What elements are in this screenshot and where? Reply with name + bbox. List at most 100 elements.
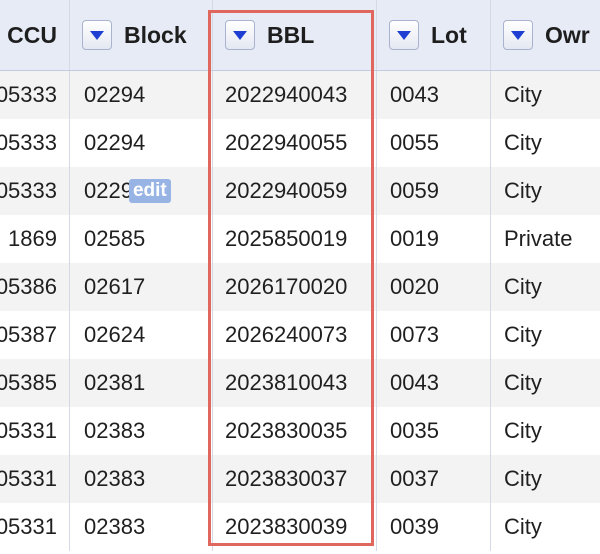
ccu-cell[interactable]: 05331	[0, 407, 70, 455]
block-cell[interactable]: 02381	[70, 359, 213, 407]
owner-cell[interactable]: City	[491, 407, 600, 455]
cell-value: 2022940055	[225, 130, 348, 155]
cell-value: 05333	[0, 82, 57, 107]
cell-value: 05333	[0, 178, 57, 203]
cell-value: 2022940043	[225, 82, 348, 107]
owner-cell[interactable]: City	[491, 359, 600, 407]
cell-value: City	[504, 466, 542, 491]
column-menu-button[interactable]	[82, 20, 112, 50]
ccu-cell[interactable]: 05385	[0, 359, 70, 407]
owner-cell[interactable]: City	[491, 71, 600, 119]
owner-cell[interactable]: City	[491, 263, 600, 311]
bbl-cell[interactable]: 2026240073	[213, 311, 377, 359]
lot-cell[interactable]: 0073	[377, 311, 491, 359]
bbl-cell[interactable]: 2022940043	[213, 71, 377, 119]
cell-value: 2025850019	[225, 226, 348, 251]
cell-value: 05331	[0, 466, 57, 491]
cell-value: City	[504, 514, 542, 539]
table-row: 05385 02381 2023810043 0043 City	[0, 359, 600, 407]
column-header-owner[interactable]: Owr	[491, 0, 600, 70]
ccu-cell[interactable]: 05331	[0, 503, 70, 551]
lot-cell[interactable]: 0037	[377, 455, 491, 503]
bbl-cell[interactable]: 2023830037	[213, 455, 377, 503]
owner-cell[interactable]: City	[491, 503, 600, 551]
owner-cell[interactable]: City	[491, 455, 600, 503]
cell-value: 05333	[0, 130, 57, 155]
block-cell[interactable]: 02383	[70, 503, 213, 551]
cell-value: City	[504, 370, 542, 395]
block-cell[interactable]: 02294	[70, 71, 213, 119]
owner-cell[interactable]: City	[491, 167, 600, 215]
table-row: 1869 02585 2025850019 0019 Private	[0, 215, 600, 263]
column-menu-button[interactable]	[225, 20, 255, 50]
lot-cell[interactable]: 0035	[377, 407, 491, 455]
cell-value: 02383	[84, 466, 146, 491]
bbl-cell[interactable]: 2026170020	[213, 263, 377, 311]
cell-value: 02617	[84, 274, 146, 299]
cell-value: 0043	[390, 82, 439, 107]
bbl-cell[interactable]: 2022940055	[213, 119, 377, 167]
table-row: 05331 02383 2023830037 0037 City	[0, 455, 600, 503]
column-menu-button[interactable]	[389, 20, 419, 50]
cell-value: City	[504, 418, 542, 443]
ccu-cell[interactable]: 05333	[0, 167, 70, 215]
column-header-bbl[interactable]: BBL	[213, 0, 377, 70]
block-cell[interactable]: 02383	[70, 407, 213, 455]
lot-cell[interactable]: 0043	[377, 71, 491, 119]
table-row: 05333 02294 2022940055 0055 City	[0, 119, 600, 167]
cell-value: 2023810043	[225, 370, 348, 395]
lot-cell[interactable]: 0055	[377, 119, 491, 167]
column-menu-button[interactable]	[503, 20, 533, 50]
cell-value: 0043	[390, 370, 439, 395]
bbl-cell[interactable]: 2023830035	[213, 407, 377, 455]
block-cell[interactable]: 02294	[70, 119, 213, 167]
ccu-cell[interactable]: 05387	[0, 311, 70, 359]
table-row: 05333 0229 edit 2022940059 0059 City	[0, 167, 600, 215]
block-cell[interactable]: 02617	[70, 263, 213, 311]
cell-value: 0059	[390, 178, 439, 203]
ccu-cell[interactable]: 05333	[0, 119, 70, 167]
column-header-label: BBL	[267, 21, 315, 48]
cell-value: 2023830039	[225, 514, 348, 539]
triangle-down-icon	[90, 30, 104, 40]
lot-cell[interactable]: 0043	[377, 359, 491, 407]
column-header-lot[interactable]: Lot	[377, 0, 491, 70]
owner-cell[interactable]: City	[491, 311, 600, 359]
block-cell[interactable]: 02624	[70, 311, 213, 359]
ccu-cell[interactable]: 1869	[0, 215, 70, 263]
cell-value: 05386	[0, 274, 57, 299]
ccu-cell[interactable]: 05386	[0, 263, 70, 311]
table-header-row: CCU Block BBL Lot Owr	[0, 0, 600, 71]
cell-value: 0039	[390, 514, 439, 539]
cell-value: Private	[504, 226, 573, 251]
triangle-down-icon	[397, 30, 411, 40]
column-header-label: CCU	[7, 21, 57, 48]
ccu-cell[interactable]: 05331	[0, 455, 70, 503]
lot-cell[interactable]: 0039	[377, 503, 491, 551]
cell-value: 0073	[390, 322, 439, 347]
column-header-ccu[interactable]: CCU	[0, 0, 70, 70]
column-header-block[interactable]: Block	[70, 0, 213, 70]
block-cell[interactable]: 02383	[70, 455, 213, 503]
cell-value: 02624	[84, 322, 146, 347]
cell-value: 2023830037	[225, 466, 348, 491]
bbl-cell[interactable]: 2023810043	[213, 359, 377, 407]
cell-value: City	[504, 178, 542, 203]
lot-cell[interactable]: 0059	[377, 167, 491, 215]
block-cell[interactable]: 0229 edit	[70, 167, 213, 215]
edit-button[interactable]: edit	[128, 179, 171, 203]
cell-value: City	[504, 130, 542, 155]
owner-cell[interactable]: City	[491, 119, 600, 167]
lot-cell[interactable]: 0020	[377, 263, 491, 311]
bbl-cell[interactable]: 2025850019	[213, 215, 377, 263]
cell-value: 05331	[0, 514, 57, 539]
ccu-cell[interactable]: 05333	[0, 71, 70, 119]
bbl-cell[interactable]: 2022940059	[213, 167, 377, 215]
owner-cell[interactable]: Private	[491, 215, 600, 263]
cell-value: 02383	[84, 418, 146, 443]
bbl-cell[interactable]: 2023830039	[213, 503, 377, 551]
block-cell[interactable]: 02585	[70, 215, 213, 263]
cell-value: 0020	[390, 274, 439, 299]
lot-cell[interactable]: 0019	[377, 215, 491, 263]
